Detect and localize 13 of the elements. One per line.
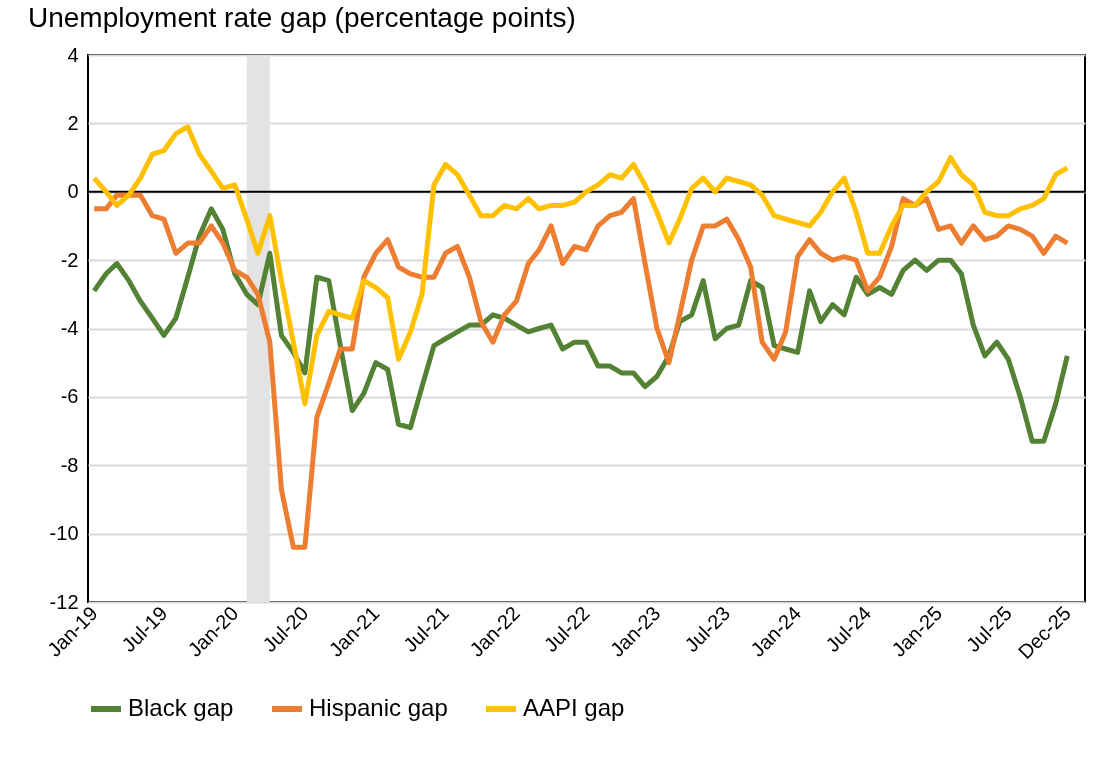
legend-label: Black gap [128,694,234,721]
y-tick-label: 4 [67,43,79,66]
legend-label: Hispanic gap [309,694,448,721]
y-tick-label: 2 [67,111,79,134]
y-tick-label: -10 [49,522,79,545]
chart-title: Unemployment rate gap (percentage points) [28,2,576,33]
y-tick-label: -4 [60,317,79,339]
y-tick-label: -6 [60,385,79,408]
y-tick-label: -12 [49,590,79,613]
legend-label: AAPI gap [523,694,625,721]
y-tick-label: -2 [60,248,79,271]
y-tick-label: -8 [60,453,79,476]
y-tick-label: 0 [67,180,79,203]
